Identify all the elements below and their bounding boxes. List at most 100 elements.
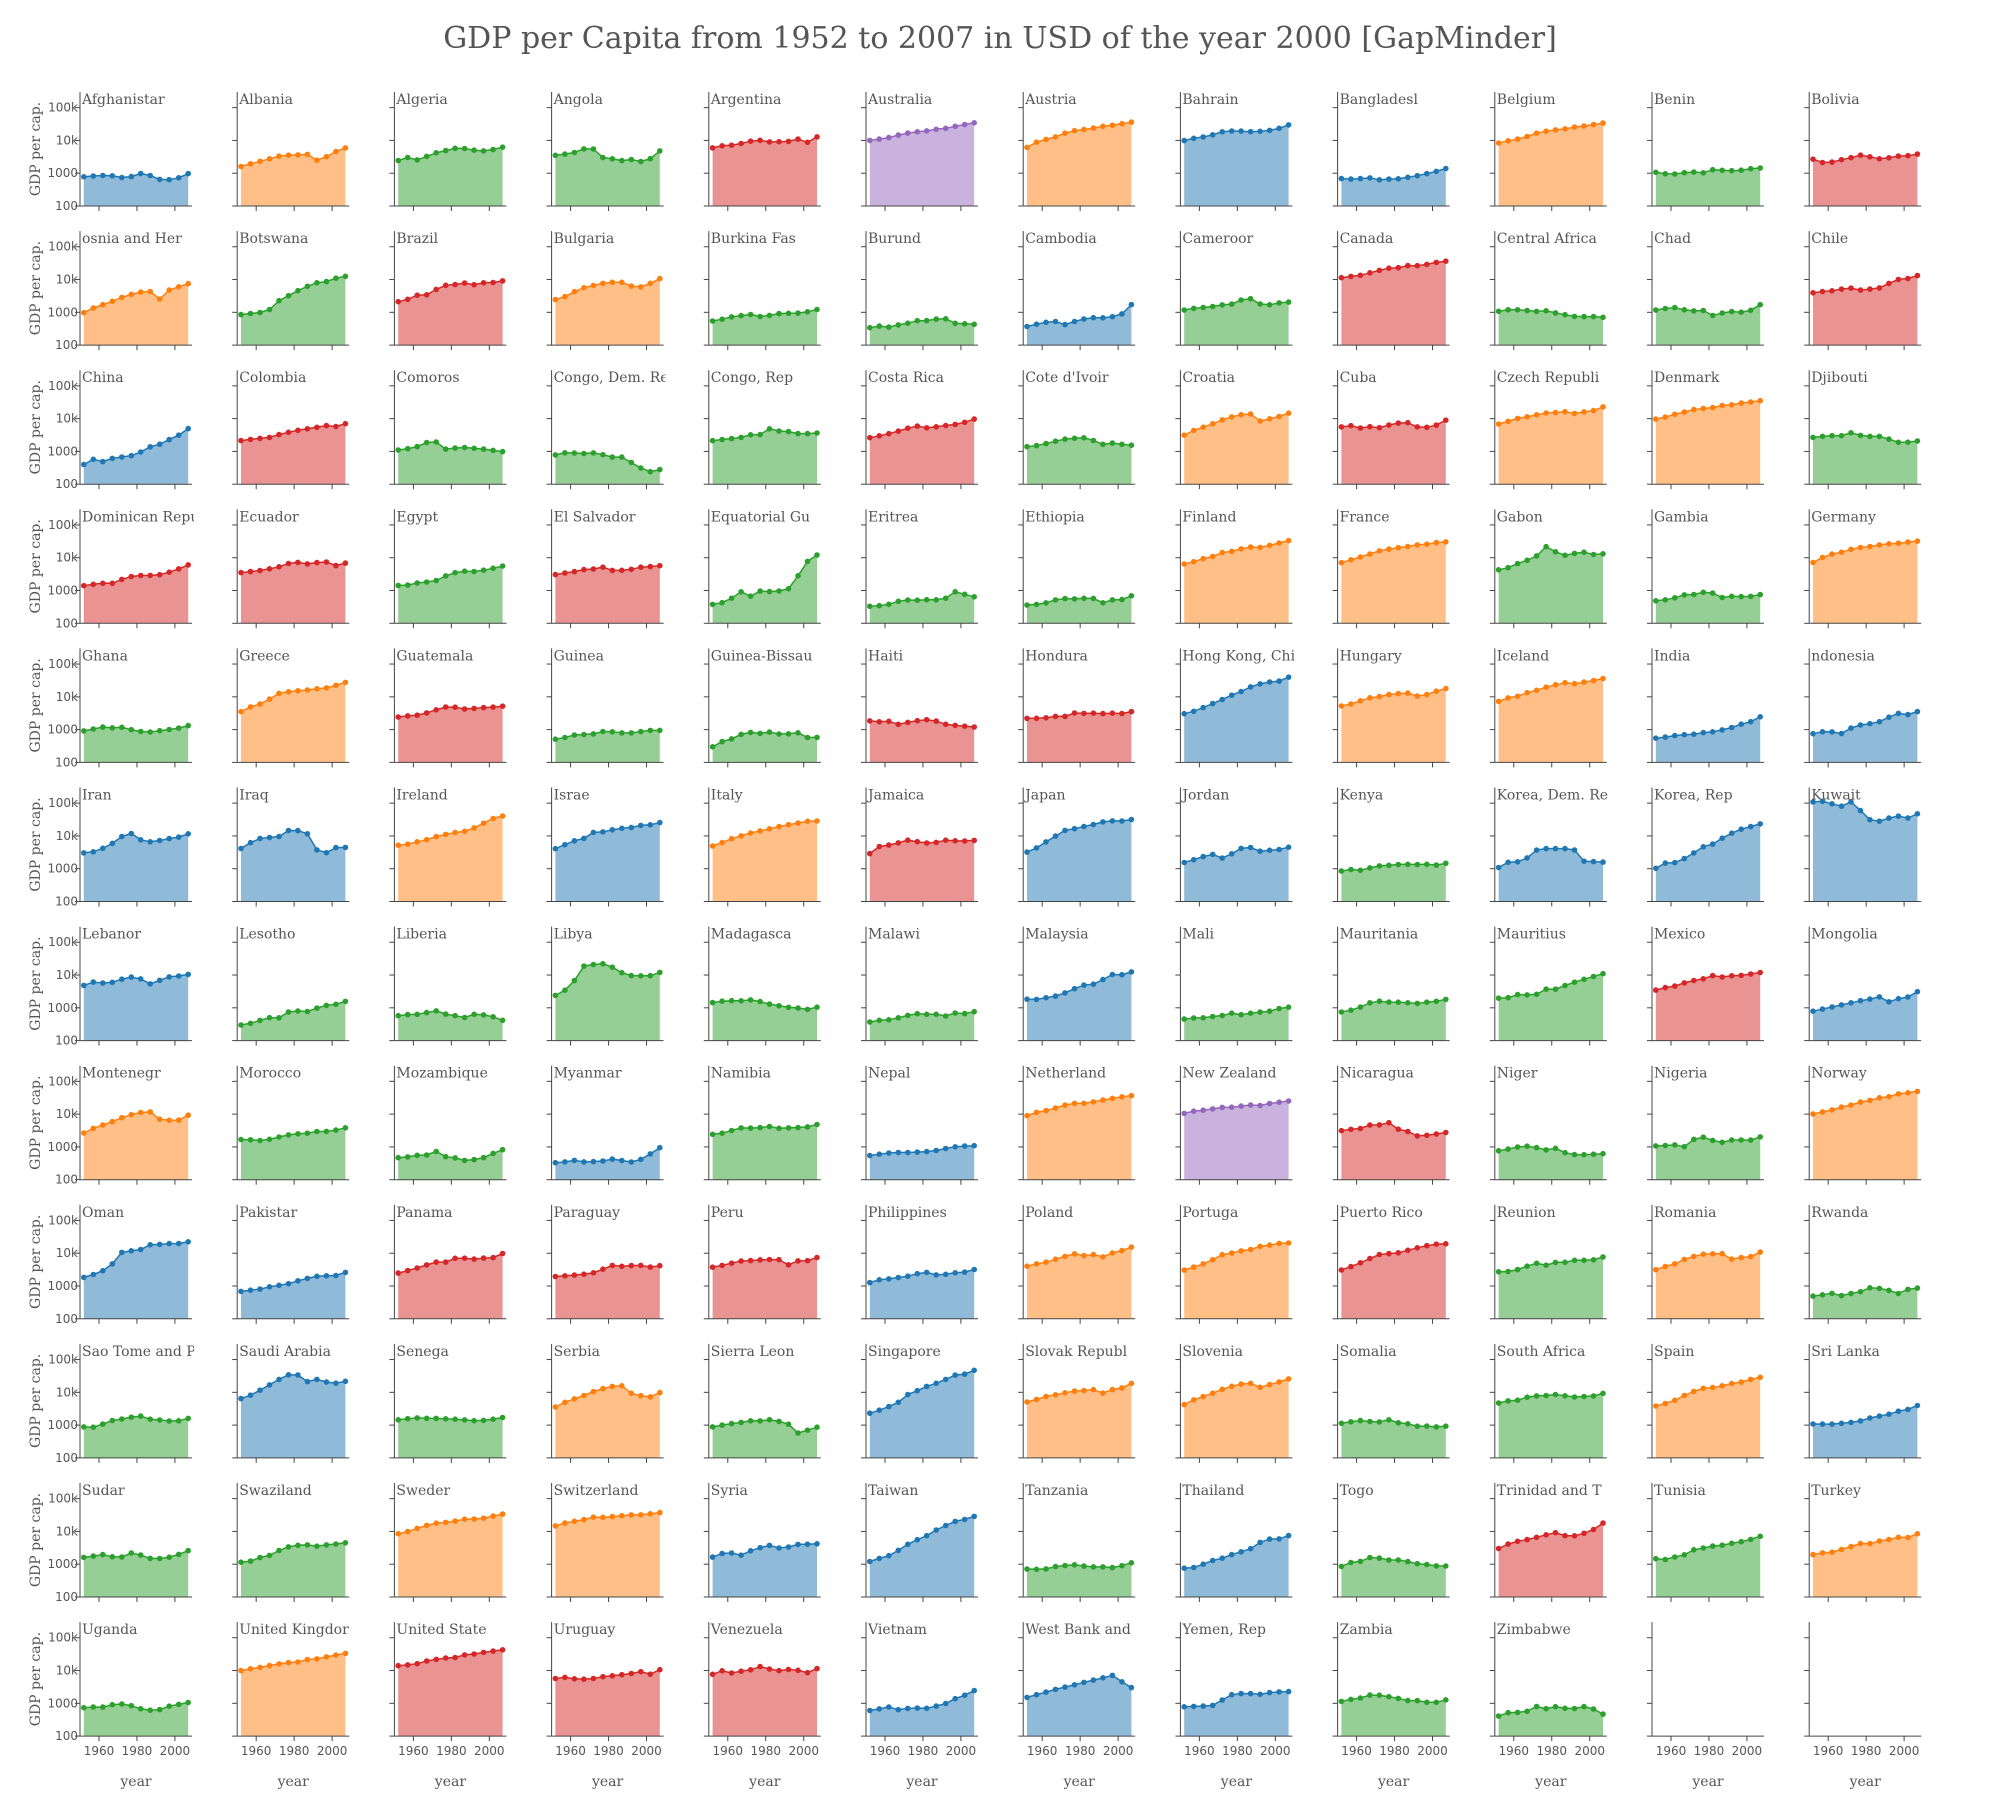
data-point bbox=[1062, 321, 1068, 328]
series-area bbox=[1027, 304, 1132, 346]
panel-label: South Africa bbox=[1497, 1344, 1586, 1360]
facet-panel: Mali bbox=[1175, 926, 1293, 1046]
series-area bbox=[869, 419, 975, 485]
data-point bbox=[1857, 1288, 1864, 1295]
data-point bbox=[1367, 270, 1373, 276]
facet-panel: Belgium bbox=[1489, 92, 1607, 211]
panel-label: Costa Rica bbox=[868, 370, 944, 386]
data-point bbox=[238, 708, 244, 715]
data-point bbox=[1100, 1564, 1106, 1570]
data-point bbox=[1886, 541, 1892, 547]
data-point bbox=[647, 1151, 654, 1157]
data-point bbox=[90, 1271, 97, 1278]
data-point bbox=[914, 129, 921, 135]
data-point bbox=[876, 602, 883, 609]
data-point bbox=[552, 571, 559, 578]
data-point bbox=[90, 1553, 97, 1559]
data-point bbox=[1691, 1388, 1697, 1395]
y-tick-label: 100 bbox=[55, 1451, 78, 1465]
data-point bbox=[1838, 803, 1845, 809]
data-point bbox=[471, 1417, 477, 1424]
data-point bbox=[333, 682, 339, 689]
data-point bbox=[414, 443, 421, 450]
data-point bbox=[304, 1130, 311, 1136]
series-area bbox=[398, 1514, 503, 1597]
facet-panel: India bbox=[1647, 648, 1764, 768]
data-point bbox=[1662, 860, 1669, 866]
data-point bbox=[1867, 996, 1873, 1002]
panel-label: Ireland bbox=[396, 788, 447, 804]
data-point bbox=[1405, 1421, 1411, 1427]
panel-label: Bahrain bbox=[1182, 92, 1238, 108]
data-point bbox=[867, 1019, 873, 1025]
data-point bbox=[81, 461, 87, 468]
data-point bbox=[1266, 1242, 1273, 1248]
panel-label: Egypt bbox=[396, 509, 438, 525]
data-point bbox=[109, 1118, 116, 1125]
data-point bbox=[266, 1136, 273, 1143]
data-point bbox=[147, 1242, 153, 1248]
data-point bbox=[1571, 1257, 1578, 1264]
data-point bbox=[1719, 402, 1725, 409]
data-point bbox=[1081, 126, 1087, 133]
series-area bbox=[398, 442, 503, 485]
data-point bbox=[304, 1378, 311, 1385]
data-point bbox=[747, 138, 754, 144]
data-point bbox=[1709, 590, 1716, 596]
facet-panel: Malaysia bbox=[1018, 926, 1136, 1046]
data-point bbox=[137, 1413, 144, 1419]
data-point bbox=[1552, 1145, 1559, 1152]
series-area bbox=[241, 830, 346, 902]
data-point bbox=[461, 444, 468, 451]
data-point bbox=[1024, 602, 1030, 608]
data-point bbox=[1552, 127, 1559, 133]
data-point bbox=[1876, 718, 1883, 725]
data-point bbox=[109, 455, 116, 462]
data-point bbox=[1395, 1250, 1402, 1256]
data-point bbox=[423, 1658, 430, 1664]
data-point bbox=[804, 1257, 811, 1264]
data-point bbox=[1128, 301, 1135, 308]
panel-label: Sweder bbox=[396, 1483, 450, 1499]
data-point bbox=[461, 1417, 468, 1423]
data-point bbox=[147, 1109, 153, 1115]
series-area bbox=[869, 122, 975, 206]
data-point bbox=[728, 1260, 735, 1266]
data-point bbox=[961, 321, 968, 327]
data-point bbox=[247, 839, 254, 846]
facet-panel: Korea, Rep bbox=[1647, 787, 1764, 907]
panel-label: Iceland bbox=[1497, 648, 1549, 664]
facet-panel: Lesotho bbox=[232, 926, 350, 1046]
data-point bbox=[1905, 539, 1911, 545]
series-area bbox=[555, 1385, 660, 1458]
data-point bbox=[304, 1008, 311, 1015]
data-point bbox=[1338, 175, 1345, 182]
data-point bbox=[1867, 543, 1873, 550]
data-point bbox=[1443, 165, 1449, 172]
data-point bbox=[1552, 549, 1559, 555]
data-point bbox=[137, 1246, 144, 1253]
x-tick-label: 1960 bbox=[1027, 1744, 1058, 1758]
data-point bbox=[1552, 1259, 1559, 1266]
data-point bbox=[961, 838, 968, 844]
data-point bbox=[1672, 171, 1678, 177]
data-point bbox=[1276, 846, 1282, 853]
data-point bbox=[247, 1666, 254, 1672]
data-point bbox=[1285, 1004, 1292, 1010]
facet-panel: Tanzania bbox=[1018, 1483, 1136, 1602]
data-point bbox=[757, 1257, 763, 1263]
data-point bbox=[886, 842, 892, 848]
data-point bbox=[1867, 433, 1873, 440]
data-point bbox=[395, 842, 402, 848]
data-point bbox=[257, 1554, 263, 1561]
data-point bbox=[1886, 436, 1892, 442]
facet-panel: Kuwait bbox=[1804, 787, 1922, 907]
data-point bbox=[785, 1421, 792, 1427]
data-point bbox=[1209, 303, 1216, 310]
panel-label: Italy bbox=[711, 788, 743, 804]
data-point bbox=[804, 1669, 811, 1676]
data-point bbox=[581, 285, 587, 291]
data-point bbox=[923, 425, 930, 431]
data-point bbox=[1876, 1095, 1883, 1101]
